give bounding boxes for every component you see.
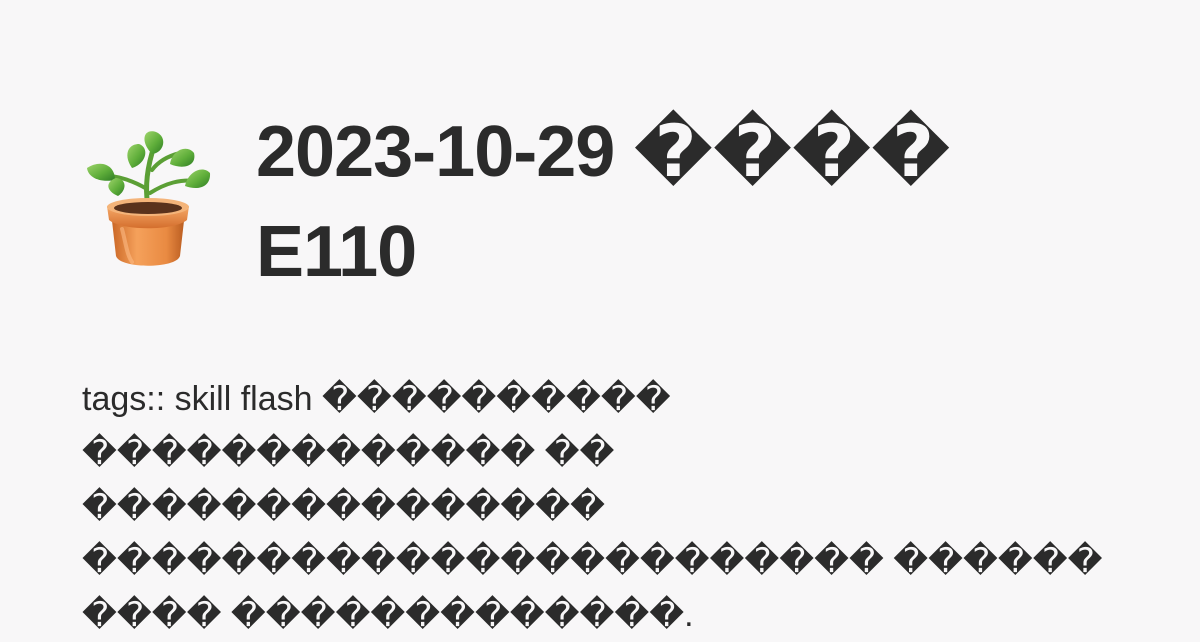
potted-plant-icon [84,128,212,272]
page-description: tags:: skill flash ���������� ����������… [82,380,1103,634]
page-title: 2023-10-29 ���� E110 [256,112,951,292]
